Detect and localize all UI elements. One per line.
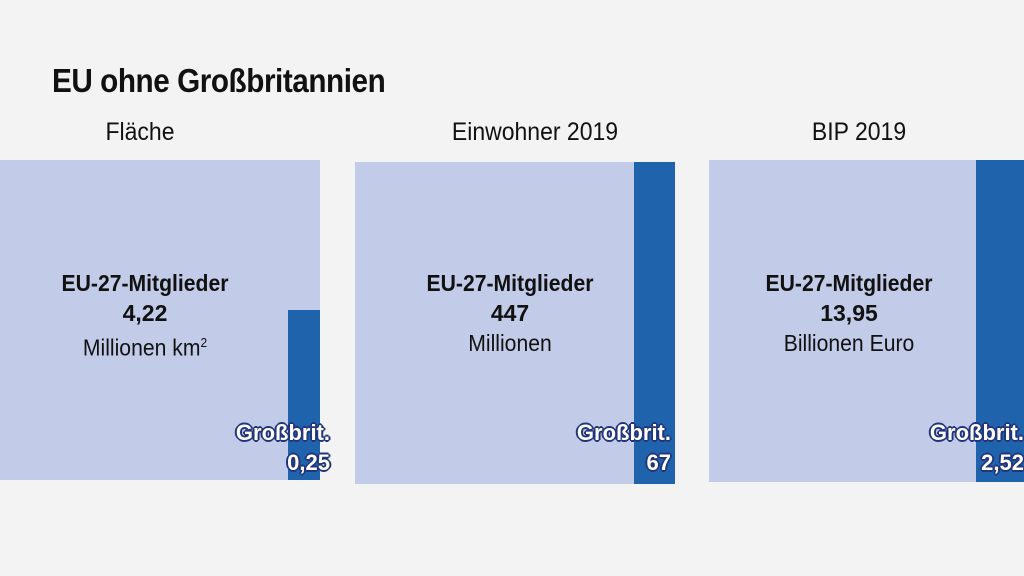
eu27-box [0,160,320,480]
uk-name: Großbrit. [235,420,330,445]
chart-title: EU ohne Großbritannien [52,62,386,99]
uk-value: 67 [646,450,671,475]
uk-name: Großbrit. [929,420,1024,445]
eu27-center-text: EU-27-Mitglieder 13,95 Billionen Euro [719,268,979,358]
panel-label: BIP 2019 [811,118,907,146]
uk-value: 2,52 [981,450,1024,475]
uk-value: 0,25 [287,450,330,475]
uk-label: Großbrit. 0,25 [236,418,330,478]
uk-name: Großbrit. [576,420,671,445]
eu27-unit: Millionen km2 [82,334,208,361]
eu27-title: EU-27-Mitglieder [426,270,594,296]
eu27-unit: Billionen Euro [783,330,915,356]
panel-label: Einwohner 2019 [451,118,619,146]
eu27-box [709,160,1024,482]
uk-label: Großbrit. 2,52 [930,418,1024,478]
eu27-title: EU-27-Mitglieder [765,270,933,296]
panel-einwohner: Einwohner 2019 EU-27-Mitglieder 447 Mill… [355,118,677,488]
uk-label: Großbrit. 67 [577,418,671,478]
eu27-value: 4,22 [122,300,168,326]
eu27-value: 13,95 [820,300,878,326]
panel-label: Fläche [105,118,175,146]
panel-bip: BIP 2019 EU-27-Mitglieder 13,95 Billione… [709,118,1024,488]
eu27-box [355,162,675,484]
panel-flaeche: Fläche EU-27-Mitglieder 4,22 Millionen k… [0,118,330,488]
uk-bar [976,160,1024,482]
eu27-center-text: EU-27-Mitglieder 4,22 Millionen km2 [10,268,280,363]
eu27-center-text: EU-27-Mitglieder 447 Millionen [365,268,655,358]
uk-bar [288,310,320,480]
uk-bar [634,162,675,484]
eu27-title: EU-27-Mitglieder [61,270,229,296]
eu27-unit: Millionen [468,330,552,356]
eu27-value: 447 [490,300,530,326]
